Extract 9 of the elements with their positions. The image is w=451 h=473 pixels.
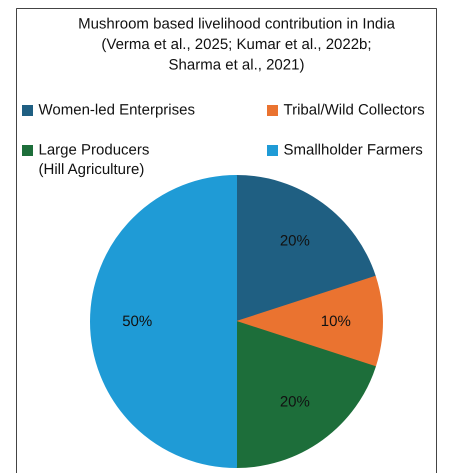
legend-label: Smallholder Farmers	[284, 142, 423, 158]
data-label: 50%	[122, 313, 152, 330]
data-label: 10%	[320, 313, 351, 330]
legend-label: Women-led Enterprises	[38, 102, 195, 118]
data-label: 20%	[280, 232, 310, 250]
chart-title: Mushroom based livelihood contribution in India (Verma et al., 2025; Kumar et al., 2022b; Sharma et al., 2021)	[78, 16, 396, 74]
legend-label: Tribal/Wild Collectors	[284, 102, 425, 118]
legend-label: Large Producers (Hill Agriculture)	[38, 142, 150, 178]
data-label: 20%	[280, 393, 310, 410]
